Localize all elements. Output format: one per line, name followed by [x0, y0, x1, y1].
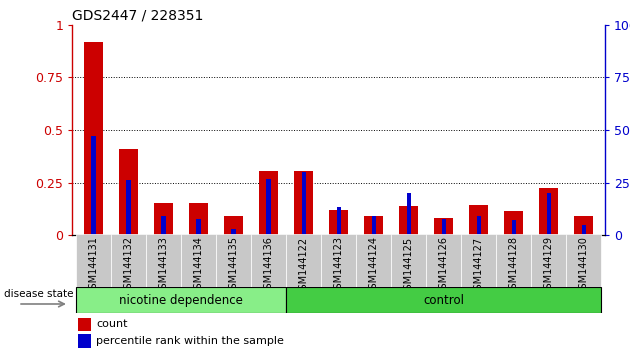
- Text: GSM144135: GSM144135: [229, 236, 239, 295]
- Bar: [76, 234, 111, 289]
- Text: disease state: disease state: [4, 289, 73, 299]
- Bar: [294, 171, 313, 235]
- Bar: [189, 203, 208, 235]
- Text: GDS2447 / 228351: GDS2447 / 228351: [72, 8, 204, 22]
- Bar: [566, 234, 601, 289]
- Bar: [286, 287, 601, 313]
- Bar: [461, 234, 496, 289]
- Bar: [77, 334, 91, 348]
- Bar: [539, 188, 558, 235]
- Bar: [399, 206, 418, 235]
- Bar: [146, 234, 181, 289]
- Text: GSM144126: GSM144126: [438, 236, 449, 295]
- Bar: [127, 179, 130, 235]
- Bar: [154, 203, 173, 235]
- Text: GSM144136: GSM144136: [263, 236, 273, 295]
- Bar: [406, 193, 411, 235]
- Text: GSM144123: GSM144123: [334, 236, 343, 295]
- Bar: [372, 216, 375, 235]
- Bar: [302, 172, 306, 235]
- Text: GSM144122: GSM144122: [299, 236, 309, 296]
- Bar: [364, 216, 383, 235]
- Text: GSM144129: GSM144129: [544, 236, 554, 295]
- Bar: [504, 211, 524, 235]
- Text: GSM144131: GSM144131: [88, 236, 98, 295]
- Bar: [266, 178, 271, 235]
- Bar: [76, 287, 286, 313]
- Bar: [426, 234, 461, 289]
- Bar: [356, 234, 391, 289]
- Bar: [181, 234, 216, 289]
- Bar: [581, 225, 586, 235]
- Bar: [547, 193, 551, 235]
- Bar: [231, 229, 236, 235]
- Bar: [216, 234, 251, 289]
- Bar: [251, 234, 286, 289]
- Bar: [161, 216, 166, 235]
- Bar: [442, 218, 446, 235]
- Text: GSM144125: GSM144125: [404, 236, 414, 296]
- Bar: [336, 207, 341, 235]
- Text: GSM144128: GSM144128: [509, 236, 518, 295]
- Bar: [496, 234, 531, 289]
- Bar: [224, 216, 243, 235]
- Text: GSM144127: GSM144127: [474, 236, 484, 296]
- Text: GSM144134: GSM144134: [193, 236, 203, 295]
- Bar: [91, 136, 96, 235]
- Bar: [259, 171, 278, 235]
- Bar: [531, 234, 566, 289]
- Bar: [84, 42, 103, 235]
- Text: GSM144124: GSM144124: [369, 236, 379, 295]
- Bar: [321, 234, 356, 289]
- Text: count: count: [96, 319, 128, 329]
- Text: percentile rank within the sample: percentile rank within the sample: [96, 336, 284, 346]
- Bar: [111, 234, 146, 289]
- Bar: [477, 216, 481, 235]
- Bar: [469, 205, 488, 235]
- Bar: [512, 219, 516, 235]
- Bar: [574, 216, 593, 235]
- Text: nicotine dependence: nicotine dependence: [119, 293, 243, 307]
- Bar: [434, 217, 454, 235]
- Text: GSM144130: GSM144130: [579, 236, 589, 295]
- Text: control: control: [423, 293, 464, 307]
- Bar: [329, 210, 348, 235]
- Bar: [197, 218, 200, 235]
- Text: GSM144132: GSM144132: [123, 236, 134, 295]
- Bar: [286, 234, 321, 289]
- Text: GSM144133: GSM144133: [159, 236, 168, 295]
- Bar: [119, 149, 138, 235]
- Bar: [77, 318, 91, 331]
- Bar: [391, 234, 426, 289]
